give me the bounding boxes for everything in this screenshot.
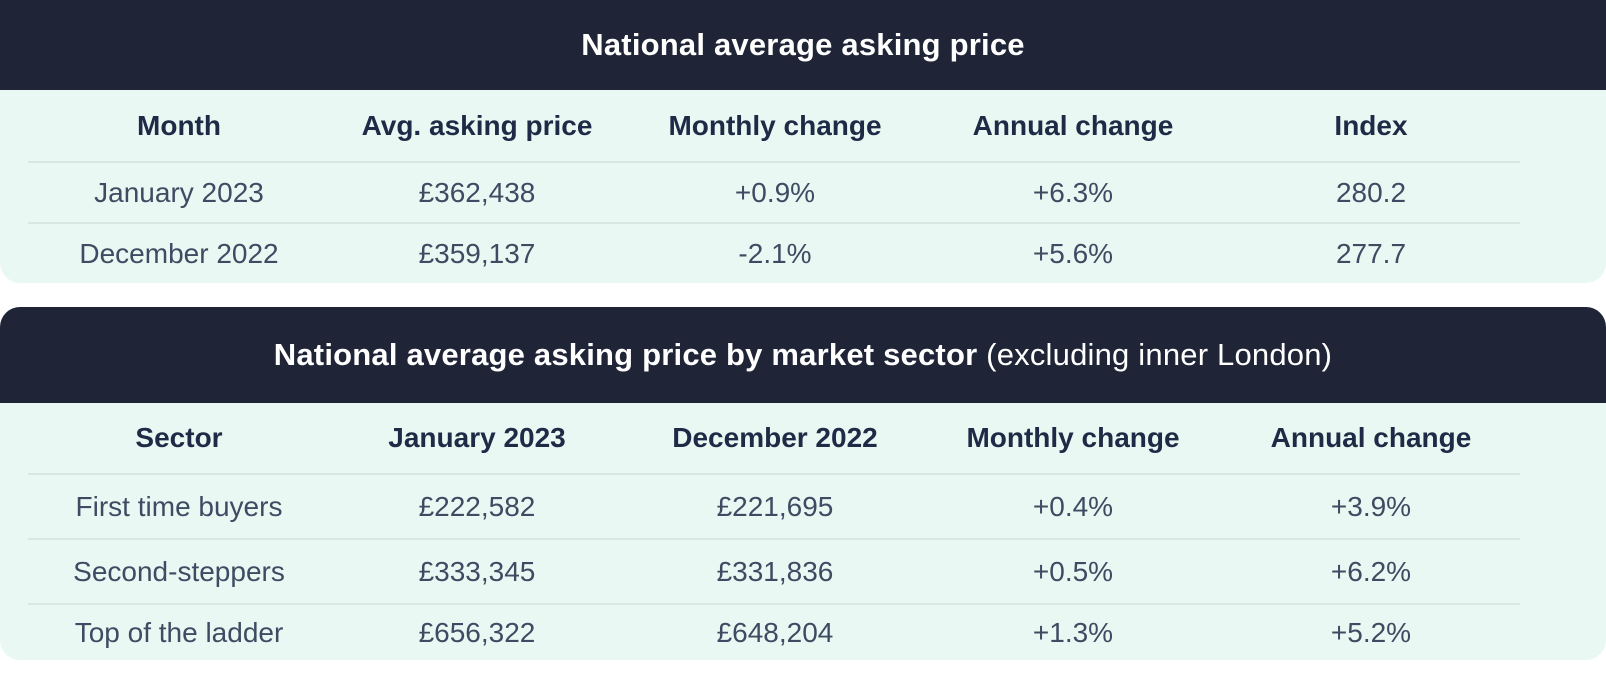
divider [28, 538, 1520, 540]
table1-title-bar: National average asking price [0, 0, 1606, 90]
table1-col-avg-asking-price: Avg. asking price [361, 109, 593, 141]
table1-col-month: Month [137, 109, 221, 141]
table1-col-index: Index [1334, 109, 1408, 141]
national-average-asking-price-card: National average asking price Month Avg.… [0, 0, 1606, 283]
cell-annual-change: +3.9% [1330, 490, 1412, 522]
table2-col-monthly-change: Monthly change [966, 422, 1180, 453]
card-gap [0, 283, 1606, 307]
cell-avg-asking-price: £359,137 [418, 237, 536, 269]
cell-sector: First time buyers [75, 490, 283, 522]
cell-sector: Top of the ladder [74, 616, 284, 648]
table1-row-december-2022: December 2022 £359,137 -2.1% +5.6% 277.7 [0, 224, 1606, 283]
table2: Sector January 2023 December 2022 Monthl… [0, 403, 1606, 660]
cell-annual-change: +5.6% [1032, 237, 1114, 269]
table1-row-january-2023: January 2023 £362,438 +0.9% +6.3% 280.2 [0, 163, 1606, 222]
cell-index: 280.2 [1335, 176, 1407, 208]
table2-row-first-time-buyers: First time buyers £222,582 £221,695 +0.4… [0, 475, 1606, 538]
cell-january-2023: £222,582 [418, 490, 536, 522]
divider [28, 473, 1520, 475]
divider [28, 222, 1520, 224]
cell-annual-change: +6.2% [1330, 555, 1412, 587]
table2-row-top-of-the-ladder: Top of the ladder £656,322 £648,204 +1.3… [0, 605, 1606, 660]
table2-title-normal: (excluding inner London) [977, 337, 1333, 372]
cell-index: 277.7 [1335, 237, 1407, 269]
table2-title-bold: National average asking price by market … [273, 337, 978, 372]
cell-monthly-change: -2.1% [738, 237, 812, 269]
cell-month: January 2023 [94, 176, 264, 208]
cell-avg-asking-price: £362,438 [418, 176, 536, 208]
table1-col-monthly-change: Monthly change [668, 109, 882, 141]
cell-january-2023: £656,322 [418, 616, 536, 648]
market-sector-card: National average asking price by market … [0, 307, 1606, 660]
cell-month: December 2022 [79, 237, 279, 269]
cell-monthly-change: +1.3% [1032, 616, 1114, 648]
cell-annual-change: +6.3% [1032, 176, 1114, 208]
divider [28, 161, 1520, 163]
cell-annual-change: +5.2% [1330, 616, 1412, 648]
cell-december-2022: £331,836 [716, 555, 834, 587]
cell-sector: Second-steppers [73, 555, 285, 587]
table2-title: National average asking price by market … [274, 337, 1332, 373]
cell-monthly-change: +0.4% [1032, 490, 1114, 522]
table1: Month Avg. asking price Monthly change A… [0, 90, 1606, 283]
table2-col-sector: Sector [135, 422, 223, 453]
table2-col-january-2023: January 2023 [388, 422, 566, 453]
table1-col-annual-change: Annual change [972, 109, 1174, 141]
table1-title: National average asking price [581, 27, 1025, 62]
divider [28, 603, 1520, 605]
cell-monthly-change: +0.5% [1032, 555, 1114, 587]
cell-monthly-change: +0.9% [734, 176, 816, 208]
table2-title-bar: National average asking price by market … [0, 307, 1606, 403]
cell-january-2023: £333,345 [418, 555, 536, 587]
table2-col-december-2022: December 2022 [672, 422, 878, 453]
table2-header-row: Sector January 2023 December 2022 Monthl… [0, 403, 1606, 473]
table2-col-annual-change: Annual change [1270, 422, 1472, 453]
table1-header-row: Month Avg. asking price Monthly change A… [0, 90, 1606, 161]
cell-december-2022: £221,695 [716, 490, 834, 522]
table2-row-second-steppers: Second-steppers £333,345 £331,836 +0.5% … [0, 540, 1606, 603]
cell-december-2022: £648,204 [716, 616, 834, 648]
